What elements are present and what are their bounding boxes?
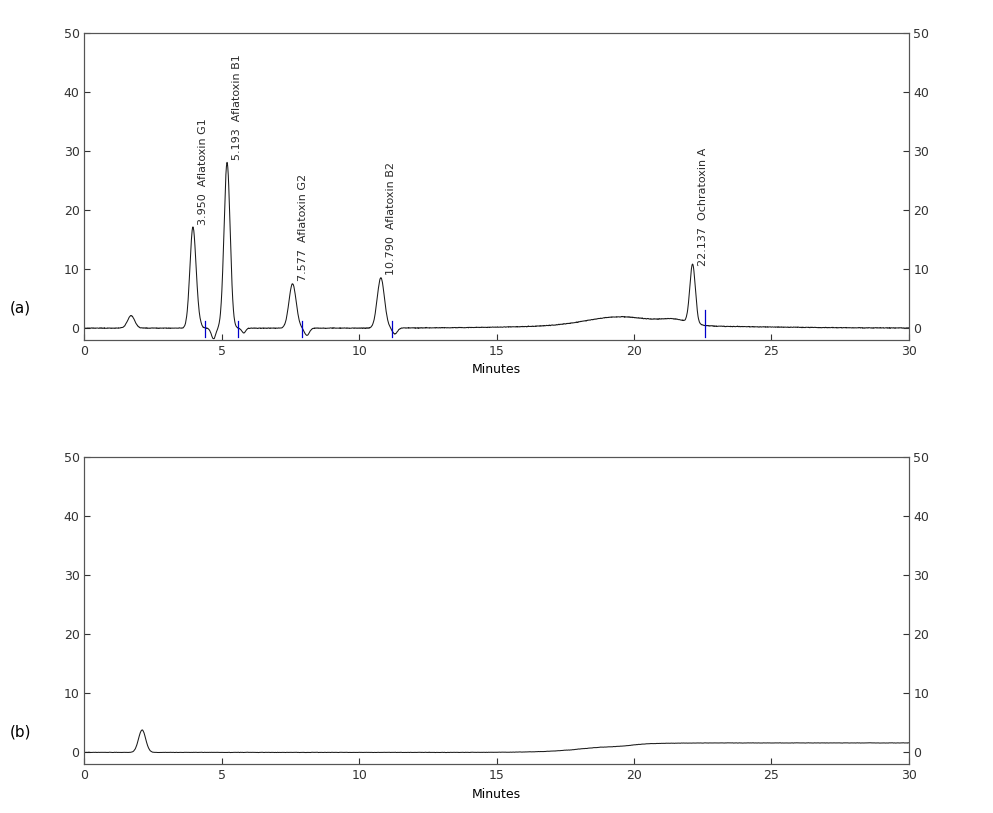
X-axis label: Minutes: Minutes <box>472 363 521 376</box>
Text: (b): (b) <box>9 724 31 740</box>
Text: 10.790  Aflatoxin B2: 10.790 Aflatoxin B2 <box>386 162 396 275</box>
Text: 3.950  Aflatoxin G1: 3.950 Aflatoxin G1 <box>198 118 208 224</box>
Text: 5.193  Aflatoxin B1: 5.193 Aflatoxin B1 <box>232 54 242 159</box>
X-axis label: Minutes: Minutes <box>472 788 521 801</box>
Text: 22.137  Ochratoxin A: 22.137 Ochratoxin A <box>697 148 708 266</box>
Text: (a): (a) <box>10 300 31 315</box>
Text: 7.577  Aflatoxin G2: 7.577 Aflatoxin G2 <box>298 174 308 280</box>
